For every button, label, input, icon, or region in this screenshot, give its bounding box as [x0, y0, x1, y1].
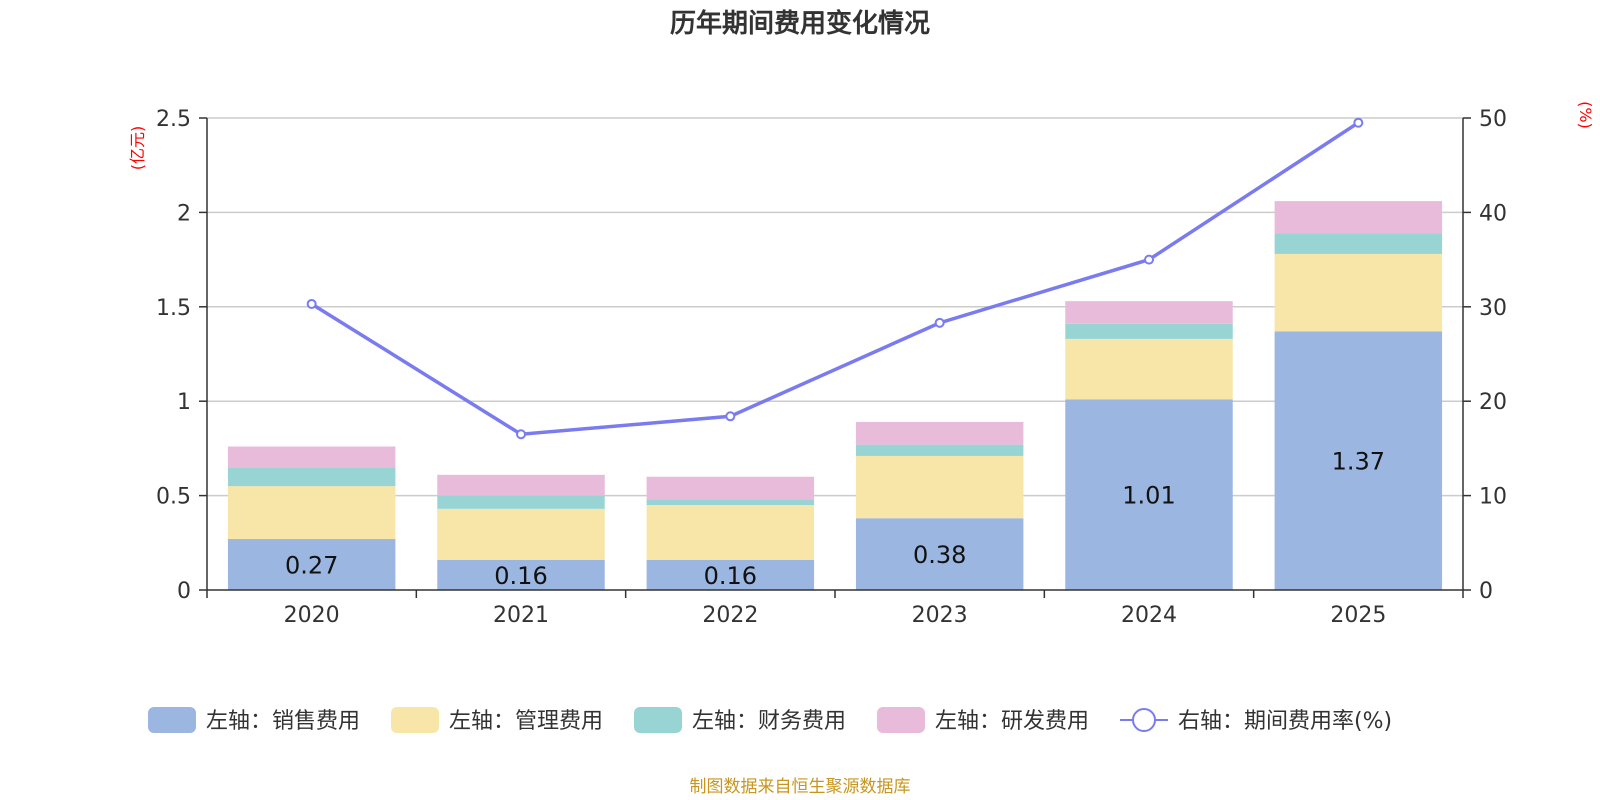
data-labels: 0.27 0.16 0.16 0.38 1.01 1.37 — [285, 448, 1385, 590]
bar-segment — [646, 476, 815, 500]
x-axis-tick-label: 2022 — [702, 603, 758, 628]
left-axis-tick-label: 1 — [177, 390, 191, 415]
left-axis-tick-label: 1.5 — [156, 296, 191, 321]
legend-swatch — [148, 707, 196, 733]
right-axis-tick-label: 20 — [1479, 390, 1507, 415]
legend-swatch — [634, 707, 682, 733]
legend-label: 左轴：销售费用 — [206, 709, 360, 734]
bar-segment — [437, 559, 605, 590]
bar-segment — [855, 518, 1024, 590]
legend-swatch — [391, 707, 439, 733]
rate-line-series — [306, 117, 1364, 440]
bar-segment — [855, 421, 1024, 445]
left-axis-tick-label: 2.5 — [156, 107, 191, 132]
legend-label: 右轴：期间费用率(%) — [1178, 709, 1392, 734]
bar-segment — [227, 486, 396, 540]
right-axis-tick-label: 10 — [1479, 485, 1507, 510]
data-source-note: 制图数据来自恒生聚源数据库 — [690, 777, 911, 797]
bar-segment — [227, 467, 396, 487]
bar-value-label: 0.16 — [494, 562, 547, 590]
rate-point — [934, 317, 945, 328]
right-axis-tick-label: 30 — [1479, 296, 1507, 321]
bar-value-label: 0.38 — [913, 541, 966, 569]
right-axis-tick-label: 0 — [1479, 579, 1493, 604]
bar-value-label: 0.27 — [285, 552, 338, 580]
right-axis-tick-label: 40 — [1479, 201, 1507, 226]
bar-segment — [1065, 338, 1233, 400]
bar-segment — [646, 559, 815, 590]
bar-segment — [855, 455, 1024, 519]
rate-point — [1144, 254, 1154, 265]
bar-value-label: 1.37 — [1332, 448, 1385, 476]
left-axis-unit: (亿元) — [128, 126, 147, 171]
x-axis-tick-label: 2025 — [1330, 603, 1386, 628]
bar-segment — [646, 505, 815, 560]
x-axis-tick-label: 2023 — [912, 603, 968, 628]
rate-point — [725, 411, 736, 422]
bar-segment — [1065, 323, 1233, 339]
legend-marker — [1132, 708, 1156, 732]
bar-segment — [437, 495, 605, 509]
legend-swatch — [877, 707, 925, 733]
bar-segment — [437, 474, 605, 496]
right-axis-tick-label: 50 — [1479, 107, 1507, 132]
bar-series — [227, 201, 1443, 590]
bar-segment — [1274, 253, 1443, 332]
bar-value-label: 0.16 — [704, 562, 757, 590]
bar-segment — [855, 444, 1024, 456]
right-axis-unit: (%) — [1576, 101, 1595, 129]
legend-label: 左轴：财务费用 — [692, 709, 846, 734]
bar-segment — [1065, 301, 1233, 324]
legend-label: 左轴：研发费用 — [935, 709, 1089, 734]
bar-segment — [1274, 233, 1443, 254]
bar-segment — [1274, 331, 1443, 590]
bar-segment — [1274, 201, 1443, 234]
bar-segment — [646, 499, 815, 506]
left-axis-tick-label: 0.5 — [156, 485, 191, 510]
bar-segment — [227, 446, 396, 468]
legend-label: 左轴：管理费用 — [449, 709, 603, 734]
bar-value-label: 1.01 — [1122, 482, 1175, 510]
bar-segment — [437, 508, 605, 560]
rate-point — [1353, 117, 1364, 128]
axes: 0 0.5 1 1.5 2 2.5 0 10 20 30 40 50 2020 2021 2022 2023 2… — [156, 107, 1507, 628]
x-axis-tick-label: 2021 — [493, 603, 549, 628]
legend: 左轴：销售费用 左轴：管理费用 左轴：财务费用 左轴：研发费用 右轴：期间费用率(%) — [148, 707, 1392, 734]
chart-title: 历年期间费用变化情况 — [670, 8, 930, 39]
bar-segment — [227, 539, 396, 590]
left-axis-tick-label: 0 — [177, 579, 191, 604]
rate-point — [306, 298, 317, 309]
rate-point — [516, 429, 526, 440]
rate-line — [310, 121, 1360, 437]
x-axis-tick-label: 2020 — [284, 603, 340, 628]
x-axis-tick-label: 2024 — [1121, 603, 1177, 628]
grid-lines — [207, 117, 1463, 497]
left-axis-tick-label: 2 — [177, 201, 191, 226]
bar-segment — [1065, 399, 1233, 590]
